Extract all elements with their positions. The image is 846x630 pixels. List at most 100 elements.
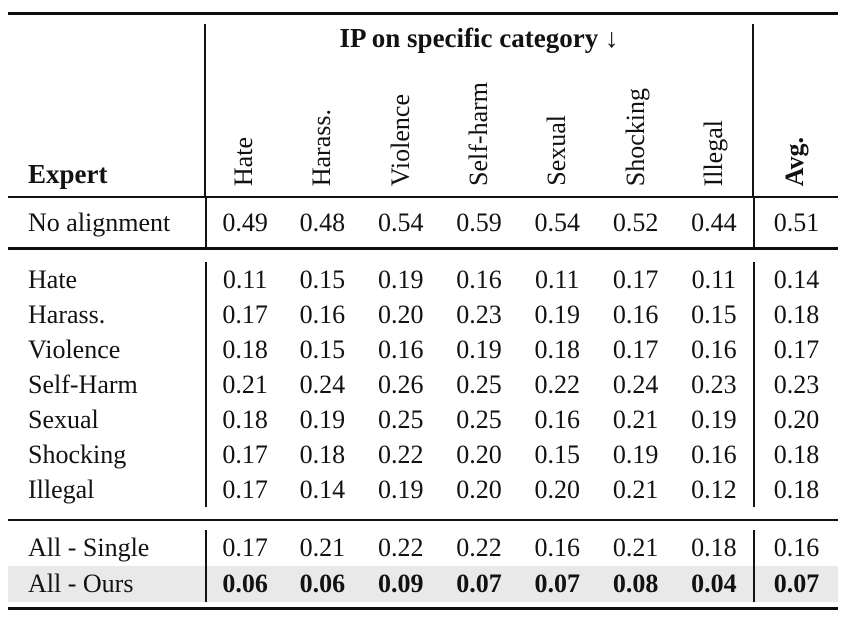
cell-avg-value: 0.14 — [752, 262, 838, 297]
cell-value: 0.16 — [534, 533, 581, 562]
section-all-experts: All - Single 0.17 0.21 0.22 0.22 0.16 0.… — [8, 519, 838, 607]
column-header-label: Illegal — [698, 119, 728, 186]
cell-value: 0.20 — [377, 299, 424, 329]
group-header-title: IP on specific category ↓ — [339, 23, 619, 53]
row-label: Illegal — [28, 474, 95, 504]
cell-value: 0.17 — [205, 437, 283, 472]
column-header-hate: Hate — [205, 59, 283, 196]
cell-value: 0.19 — [534, 299, 581, 329]
cell-value: 0.22 — [377, 439, 424, 469]
cell-value: 0.18 — [691, 533, 737, 562]
column-header-label: Harass. — [307, 108, 337, 186]
column-header-label: Shocking — [620, 87, 650, 186]
cell-value: 0.22 — [456, 533, 502, 562]
vertical-rule-avg — [752, 24, 754, 196]
row-label: Self-Harm — [28, 369, 138, 399]
row-label: All - Single — [28, 533, 150, 562]
row-label: Hate — [28, 264, 78, 294]
vertical-rule-left — [204, 24, 206, 196]
cell-value: 0.14 — [299, 474, 346, 504]
cell-avg-value: 0.51 — [752, 198, 838, 247]
cell-value: 0.20 — [456, 439, 502, 469]
cell-value: 0.11 — [535, 264, 580, 294]
cell-value: 0.18 — [534, 334, 581, 364]
row-label: Shocking — [28, 439, 127, 469]
cell-value: 0.18 — [205, 332, 283, 367]
column-header-illegal: Illegal — [675, 59, 753, 196]
row-label: Sexual — [28, 404, 99, 434]
cell-avg-value: 0.20 — [752, 402, 838, 437]
row-label: All - Ours — [28, 569, 134, 598]
table-row: Hate 0.11 0.15 0.19 0.16 0.11 0.17 0.11 … — [8, 262, 838, 297]
cell-value: 0.09 — [377, 569, 424, 598]
cell-avg-value: 0.07 — [752, 566, 838, 602]
column-header-violence: Violence — [362, 59, 440, 196]
cell-value: 0.16 — [456, 264, 502, 294]
column-header-label: Sexual — [542, 115, 572, 186]
cell-value: 0.07 — [456, 569, 502, 598]
cell-value: 0.16 — [299, 299, 346, 329]
cell-avg-value: 0.16 — [752, 530, 838, 566]
column-header-label: Self-harm — [463, 82, 493, 186]
cell-value: 0.15 — [299, 334, 346, 364]
cell-value: 0.25 — [456, 404, 502, 434]
cell-value: 0.21 — [299, 533, 346, 562]
cell-value: 0.21 — [612, 404, 659, 434]
cell-value: 0.25 — [456, 369, 502, 399]
cell-value: 0.15 — [299, 264, 346, 294]
cell-value: 0.11 — [205, 262, 283, 297]
cell-value: 0.16 — [377, 334, 424, 364]
cell-avg-value: 0.18 — [752, 437, 838, 472]
table-row: No alignment 0.49 0.48 0.54 0.59 0.54 0.… — [8, 198, 838, 247]
cell-value: 0.06 — [299, 569, 346, 598]
column-header-label: Violence — [385, 93, 415, 186]
cell-value: 0.54 — [534, 207, 581, 237]
row-label: Violence — [28, 334, 121, 364]
column-header-harass: Harass. — [283, 59, 361, 196]
cell-value: 0.16 — [691, 334, 737, 364]
section-no-alignment: No alignment 0.49 0.48 0.54 0.59 0.54 0.… — [8, 198, 838, 247]
row-label: No alignment — [28, 207, 171, 237]
cell-value: 0.19 — [377, 264, 424, 294]
cell-value: 0.15 — [691, 299, 737, 329]
row-label: Harass. — [28, 299, 106, 329]
cell-value: 0.19 — [377, 474, 424, 504]
cell-value: 0.15 — [534, 439, 581, 469]
cell-value: 0.19 — [691, 404, 737, 434]
column-header-self-harm: Self-harm — [440, 59, 518, 196]
column-header-label: Hate — [229, 136, 259, 186]
cell-value: 0.54 — [377, 207, 424, 237]
cell-value: 0.18 — [205, 402, 283, 437]
column-header-label: Avg. — [780, 136, 810, 186]
cell-value: 0.20 — [534, 474, 581, 504]
results-table: Expert IP on specific category ↓ Hate Ha… — [8, 12, 838, 610]
section-single-experts: Hate 0.11 0.15 0.19 0.16 0.11 0.17 0.11 … — [8, 247, 838, 519]
table-row: Shocking 0.17 0.18 0.22 0.20 0.15 0.19 0… — [8, 437, 838, 472]
table-row: All - Single 0.17 0.21 0.22 0.22 0.16 0.… — [8, 530, 838, 566]
table-row: Sexual 0.18 0.19 0.25 0.25 0.16 0.21 0.1… — [8, 402, 838, 437]
cell-value: 0.16 — [612, 299, 659, 329]
cell-value: 0.44 — [691, 207, 737, 237]
column-header-shocking: Shocking — [596, 59, 674, 196]
column-header-avg: Avg. — [753, 15, 838, 196]
cell-value: 0.21 — [612, 533, 659, 562]
cell-avg-value: 0.18 — [752, 472, 838, 507]
cell-value: 0.19 — [456, 334, 502, 364]
cell-value: 0.21 — [205, 367, 283, 402]
cell-value: 0.24 — [299, 369, 346, 399]
cell-value: 0.17 — [205, 530, 283, 566]
cell-value: 0.24 — [612, 369, 659, 399]
cell-value: 0.23 — [691, 369, 737, 399]
cell-value: 0.48 — [299, 207, 346, 237]
cell-avg-value: 0.23 — [752, 367, 838, 402]
cell-value: 0.21 — [612, 474, 659, 504]
cell-value: 0.26 — [377, 369, 424, 399]
cell-value: 0.18 — [299, 439, 346, 469]
cell-avg-value: 0.17 — [752, 332, 838, 367]
cell-value: 0.20 — [456, 474, 502, 504]
table-header: Expert IP on specific category ↓ Hate Ha… — [8, 15, 838, 198]
cell-value: 0.17 — [612, 334, 659, 364]
cell-value: 0.22 — [534, 369, 581, 399]
column-header-sexual: Sexual — [518, 59, 596, 196]
cell-value: 0.49 — [205, 198, 283, 247]
